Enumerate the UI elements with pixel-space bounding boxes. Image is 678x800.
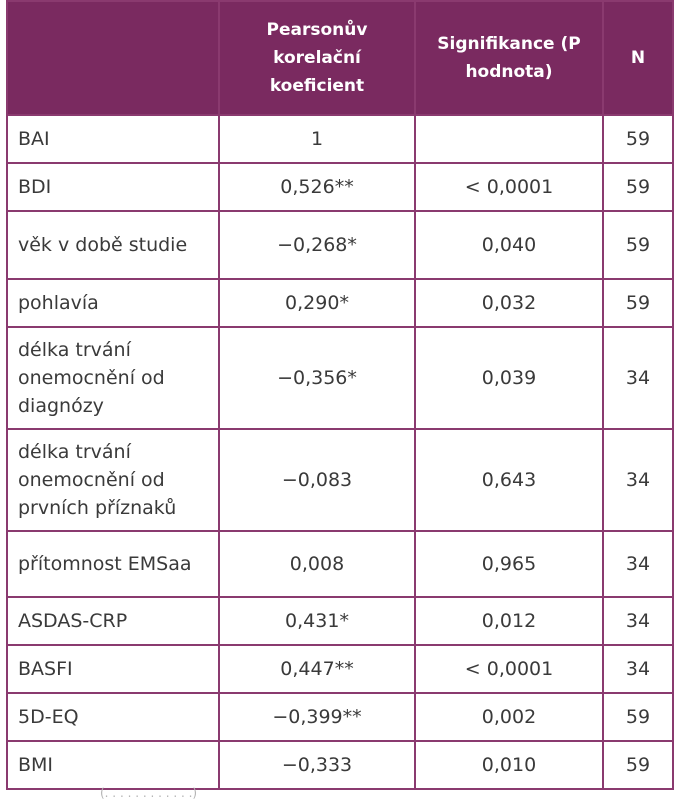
header-n: N (602, 0, 674, 116)
row-r: −0,356* (218, 326, 416, 430)
row-r: 1 (218, 114, 416, 164)
row-n: 34 (602, 326, 674, 430)
row-r: 0,526** (218, 162, 416, 212)
row-r: 0,447** (218, 644, 416, 694)
correlation-table: Pearsonův korelační koeficient Signifika… (6, 0, 674, 790)
row-label: délka trvání onemocnění od prvních přízn… (6, 428, 220, 532)
table-row: ASDAS-CRP 0,431* 0,012 34 (6, 596, 674, 646)
row-p: 0,012 (414, 596, 604, 646)
table-row: BASFI 0,447** < 0,0001 34 (6, 644, 674, 694)
row-n: 59 (602, 278, 674, 328)
row-p: < 0,0001 (414, 644, 604, 694)
row-label: přítomnost EMSaa (6, 530, 220, 598)
row-p: < 0,0001 (414, 162, 604, 212)
row-p: 0,010 (414, 740, 604, 790)
row-p: 0,040 (414, 210, 604, 280)
table-header: Pearsonův korelační koeficient Signifika… (6, 0, 674, 116)
row-label: BASFI (6, 644, 220, 694)
table-row: přítomnost EMSaa 0,008 0,965 34 (6, 530, 674, 598)
row-p (414, 114, 604, 164)
row-p: 0,032 (414, 278, 604, 328)
table-row: délka trvání onemocnění od prvních přízn… (6, 428, 674, 532)
row-label-text: pohlavía (18, 292, 99, 314)
footnote: (. . . . . . . . . . . .) (100, 786, 198, 800)
row-n: 59 (602, 692, 674, 742)
table-row: délka trvání onemocnění od diagnózy −0,3… (6, 326, 674, 430)
row-label: věk v době studie (6, 210, 220, 280)
row-n: 59 (602, 114, 674, 164)
row-label: BDI (6, 162, 220, 212)
row-n: 34 (602, 530, 674, 598)
row-label: délka trvání onemocnění od diagnózy (6, 326, 220, 430)
row-r: 0,008 (218, 530, 416, 598)
row-label: 5D-EQ (6, 692, 220, 742)
row-n: 34 (602, 596, 674, 646)
row-n: 34 (602, 428, 674, 532)
row-r: −0,083 (218, 428, 416, 532)
row-label: pohlavía (6, 278, 220, 328)
row-label: BMI (6, 740, 220, 790)
row-n: 59 (602, 210, 674, 280)
row-p: 0,643 (414, 428, 604, 532)
header-label (6, 0, 220, 116)
row-label: ASDAS-CRP (6, 596, 220, 646)
row-r: −0,399** (218, 692, 416, 742)
row-r: 0,290* (218, 278, 416, 328)
header-pearson: Pearsonův korelační koeficient (218, 0, 416, 116)
table-row: věk v době studie −0,268* 0,040 59 (6, 210, 674, 280)
row-r: −0,268* (218, 210, 416, 280)
row-r: −0,333 (218, 740, 416, 790)
table-row: BMI −0,333 0,010 59 (6, 740, 674, 790)
row-n: 59 (602, 162, 674, 212)
row-n: 34 (602, 644, 674, 694)
table-row: 5D-EQ −0,399** 0,002 59 (6, 692, 674, 742)
row-p: 0,965 (414, 530, 604, 598)
row-r: 0,431* (218, 596, 416, 646)
row-n: 59 (602, 740, 674, 790)
table-row: BDI 0,526** < 0,0001 59 (6, 162, 674, 212)
row-p: 0,039 (414, 326, 604, 430)
row-p: 0,002 (414, 692, 604, 742)
row-label: BAI (6, 114, 220, 164)
table-row: pohlavía 0,290* 0,032 59 (6, 278, 674, 328)
header-significance: Signifikance (P hodnota) (414, 0, 604, 116)
table-body: BAI 1 59 BDI 0,526** < 0,0001 59 věk v d… (6, 114, 674, 790)
table-row: BAI 1 59 (6, 114, 674, 164)
